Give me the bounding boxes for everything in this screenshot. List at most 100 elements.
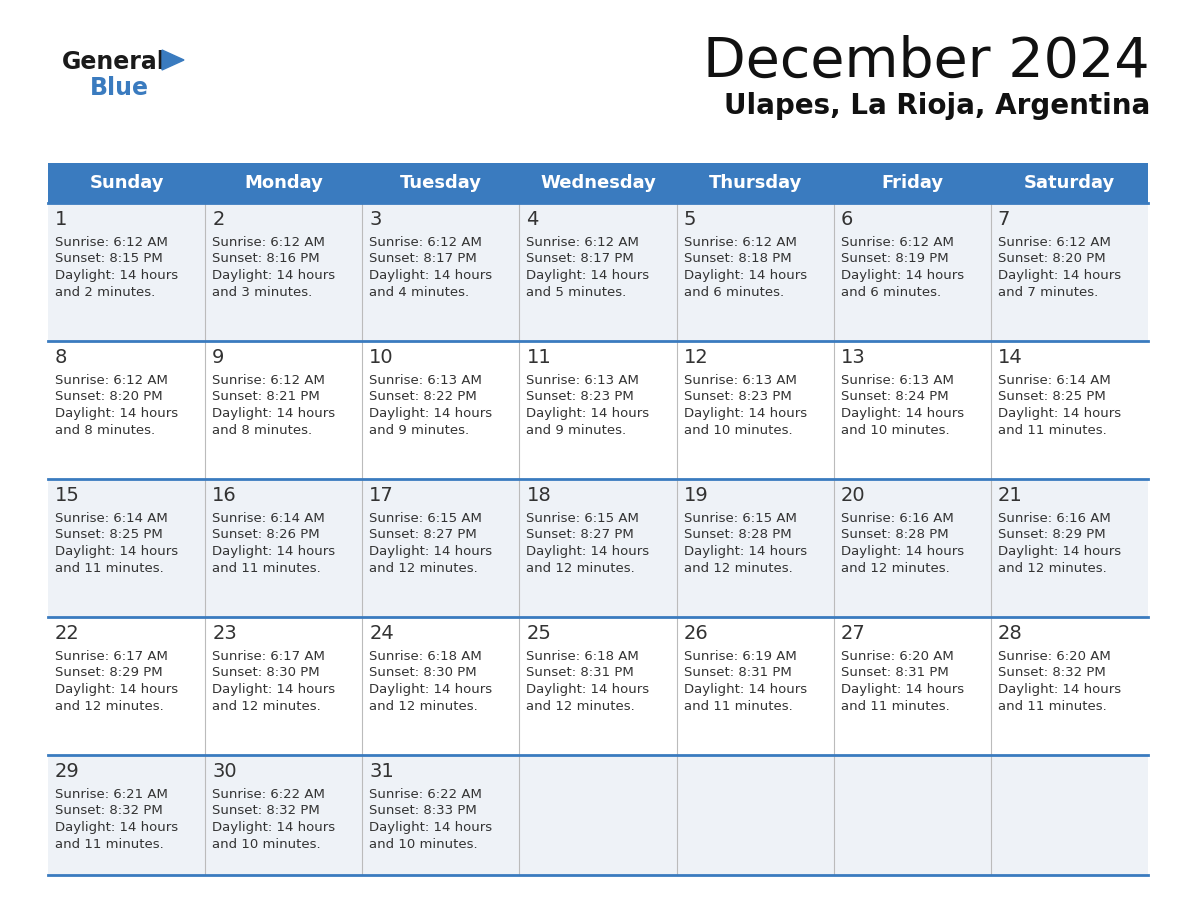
- Text: Sunrise: 6:14 AM: Sunrise: 6:14 AM: [998, 374, 1111, 387]
- Text: Sunset: 8:30 PM: Sunset: 8:30 PM: [369, 666, 476, 679]
- Text: 20: 20: [841, 486, 865, 505]
- Text: and 11 minutes.: and 11 minutes.: [683, 700, 792, 712]
- Text: Sunrise: 6:22 AM: Sunrise: 6:22 AM: [369, 788, 482, 801]
- Text: Sunday: Sunday: [89, 174, 164, 192]
- Text: 7: 7: [998, 210, 1010, 229]
- Text: Daylight: 14 hours: Daylight: 14 hours: [998, 545, 1121, 558]
- Text: Tuesday: Tuesday: [400, 174, 482, 192]
- Text: Sunset: 8:15 PM: Sunset: 8:15 PM: [55, 252, 163, 265]
- Text: 3: 3: [369, 210, 381, 229]
- Text: 11: 11: [526, 348, 551, 367]
- Text: Saturday: Saturday: [1024, 174, 1116, 192]
- Text: Daylight: 14 hours: Daylight: 14 hours: [526, 545, 650, 558]
- Bar: [48, 163, 1148, 203]
- Text: and 2 minutes.: and 2 minutes.: [55, 285, 156, 298]
- Text: Sunset: 8:18 PM: Sunset: 8:18 PM: [683, 252, 791, 265]
- Text: and 11 minutes.: and 11 minutes.: [55, 837, 164, 850]
- Text: Daylight: 14 hours: Daylight: 14 hours: [55, 821, 178, 834]
- Text: Sunrise: 6:12 AM: Sunrise: 6:12 AM: [55, 374, 168, 387]
- Text: and 5 minutes.: and 5 minutes.: [526, 285, 627, 298]
- Text: Sunset: 8:25 PM: Sunset: 8:25 PM: [998, 390, 1106, 404]
- Text: 22: 22: [55, 624, 80, 643]
- Text: Sunrise: 6:12 AM: Sunrise: 6:12 AM: [213, 236, 326, 249]
- Text: Daylight: 14 hours: Daylight: 14 hours: [998, 683, 1121, 696]
- Text: General: General: [62, 50, 166, 74]
- Text: 10: 10: [369, 348, 394, 367]
- Text: Sunrise: 6:12 AM: Sunrise: 6:12 AM: [213, 374, 326, 387]
- Text: 19: 19: [683, 486, 708, 505]
- Text: Daylight: 14 hours: Daylight: 14 hours: [213, 269, 335, 282]
- Text: Daylight: 14 hours: Daylight: 14 hours: [526, 683, 650, 696]
- Text: and 8 minutes.: and 8 minutes.: [213, 423, 312, 436]
- Text: Ulapes, La Rioja, Argentina: Ulapes, La Rioja, Argentina: [723, 92, 1150, 120]
- Text: and 10 minutes.: and 10 minutes.: [213, 837, 321, 850]
- Text: 29: 29: [55, 762, 80, 781]
- Bar: [48, 479, 1148, 617]
- Text: and 3 minutes.: and 3 minutes.: [213, 285, 312, 298]
- Text: and 10 minutes.: and 10 minutes.: [841, 423, 949, 436]
- Text: Sunset: 8:19 PM: Sunset: 8:19 PM: [841, 252, 948, 265]
- Text: 30: 30: [213, 762, 236, 781]
- Text: Daylight: 14 hours: Daylight: 14 hours: [683, 269, 807, 282]
- Text: Sunset: 8:32 PM: Sunset: 8:32 PM: [998, 666, 1106, 679]
- Text: Sunrise: 6:16 AM: Sunrise: 6:16 AM: [841, 512, 954, 525]
- Text: Daylight: 14 hours: Daylight: 14 hours: [683, 545, 807, 558]
- Text: Daylight: 14 hours: Daylight: 14 hours: [213, 407, 335, 420]
- Text: and 12 minutes.: and 12 minutes.: [369, 562, 478, 575]
- Text: Daylight: 14 hours: Daylight: 14 hours: [526, 407, 650, 420]
- Text: Sunrise: 6:13 AM: Sunrise: 6:13 AM: [526, 374, 639, 387]
- Text: Daylight: 14 hours: Daylight: 14 hours: [683, 407, 807, 420]
- Text: 13: 13: [841, 348, 866, 367]
- Text: and 11 minutes.: and 11 minutes.: [213, 562, 321, 575]
- Text: Daylight: 14 hours: Daylight: 14 hours: [213, 683, 335, 696]
- Text: Sunset: 8:31 PM: Sunset: 8:31 PM: [683, 666, 791, 679]
- Text: Daylight: 14 hours: Daylight: 14 hours: [369, 269, 492, 282]
- Bar: [48, 755, 1148, 875]
- Text: Sunset: 8:26 PM: Sunset: 8:26 PM: [213, 529, 320, 542]
- Text: Sunrise: 6:20 AM: Sunrise: 6:20 AM: [841, 650, 954, 663]
- Text: and 9 minutes.: and 9 minutes.: [369, 423, 469, 436]
- Text: Sunset: 8:24 PM: Sunset: 8:24 PM: [841, 390, 948, 404]
- Text: 18: 18: [526, 486, 551, 505]
- Text: 8: 8: [55, 348, 68, 367]
- Text: Sunrise: 6:21 AM: Sunrise: 6:21 AM: [55, 788, 168, 801]
- Text: 14: 14: [998, 348, 1023, 367]
- Text: Daylight: 14 hours: Daylight: 14 hours: [998, 269, 1121, 282]
- Text: Sunset: 8:27 PM: Sunset: 8:27 PM: [526, 529, 634, 542]
- Text: Thursday: Thursday: [708, 174, 802, 192]
- Text: Sunset: 8:23 PM: Sunset: 8:23 PM: [526, 390, 634, 404]
- Text: and 6 minutes.: and 6 minutes.: [841, 285, 941, 298]
- Text: Sunrise: 6:15 AM: Sunrise: 6:15 AM: [526, 512, 639, 525]
- Text: Sunset: 8:16 PM: Sunset: 8:16 PM: [213, 252, 320, 265]
- Text: Sunset: 8:29 PM: Sunset: 8:29 PM: [998, 529, 1106, 542]
- Text: Daylight: 14 hours: Daylight: 14 hours: [998, 407, 1121, 420]
- Text: and 11 minutes.: and 11 minutes.: [998, 423, 1106, 436]
- Text: 15: 15: [55, 486, 80, 505]
- Text: 12: 12: [683, 348, 708, 367]
- Text: Daylight: 14 hours: Daylight: 14 hours: [55, 407, 178, 420]
- Text: Sunrise: 6:20 AM: Sunrise: 6:20 AM: [998, 650, 1111, 663]
- Text: Sunset: 8:32 PM: Sunset: 8:32 PM: [55, 804, 163, 818]
- Text: 28: 28: [998, 624, 1023, 643]
- Text: Daylight: 14 hours: Daylight: 14 hours: [55, 545, 178, 558]
- Text: Sunset: 8:28 PM: Sunset: 8:28 PM: [841, 529, 948, 542]
- Text: Monday: Monday: [245, 174, 323, 192]
- Text: and 10 minutes.: and 10 minutes.: [683, 423, 792, 436]
- Text: Daylight: 14 hours: Daylight: 14 hours: [369, 545, 492, 558]
- Text: Sunrise: 6:15 AM: Sunrise: 6:15 AM: [683, 512, 796, 525]
- Text: Sunrise: 6:13 AM: Sunrise: 6:13 AM: [369, 374, 482, 387]
- Text: Sunset: 8:25 PM: Sunset: 8:25 PM: [55, 529, 163, 542]
- Text: and 9 minutes.: and 9 minutes.: [526, 423, 626, 436]
- Text: Sunset: 8:17 PM: Sunset: 8:17 PM: [369, 252, 478, 265]
- Text: Sunset: 8:28 PM: Sunset: 8:28 PM: [683, 529, 791, 542]
- Text: 26: 26: [683, 624, 708, 643]
- Text: and 12 minutes.: and 12 minutes.: [55, 700, 164, 712]
- Text: 23: 23: [213, 624, 236, 643]
- Text: Sunrise: 6:12 AM: Sunrise: 6:12 AM: [683, 236, 796, 249]
- Text: Sunrise: 6:12 AM: Sunrise: 6:12 AM: [55, 236, 168, 249]
- Text: Sunset: 8:31 PM: Sunset: 8:31 PM: [841, 666, 948, 679]
- Text: and 8 minutes.: and 8 minutes.: [55, 423, 156, 436]
- Text: Sunset: 8:21 PM: Sunset: 8:21 PM: [213, 390, 320, 404]
- Text: Sunrise: 6:17 AM: Sunrise: 6:17 AM: [213, 650, 326, 663]
- Text: Daylight: 14 hours: Daylight: 14 hours: [683, 683, 807, 696]
